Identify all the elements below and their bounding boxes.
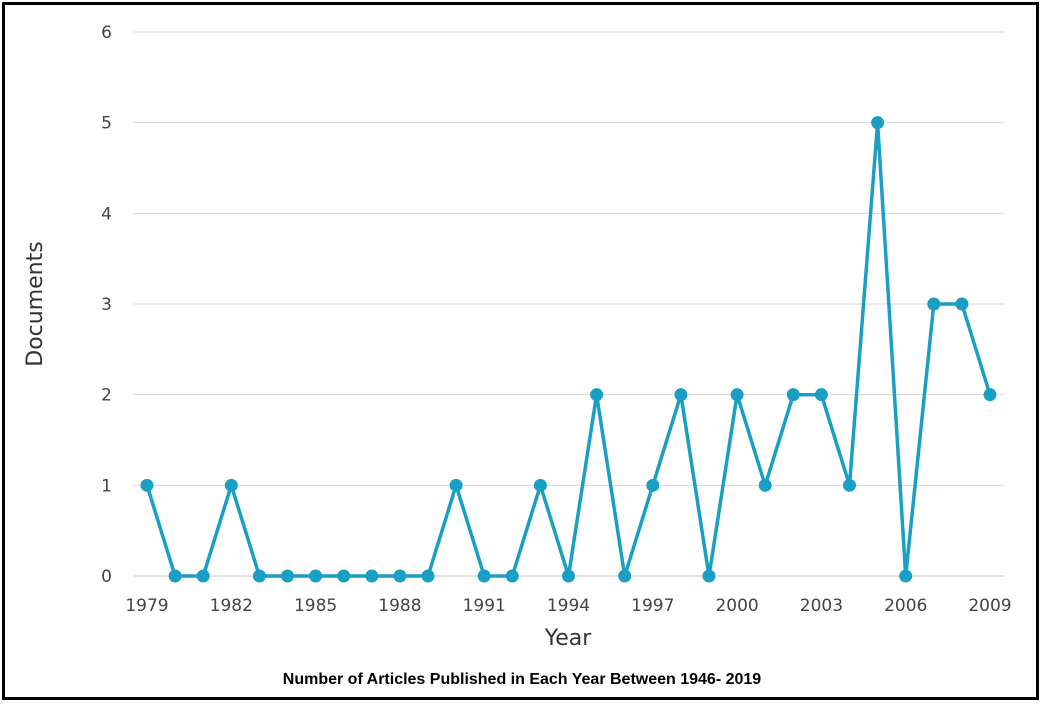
x-tick-label: 2003 [800, 596, 843, 616]
y-tick-label: 2 [101, 386, 112, 406]
y-axis-title: Documents [23, 241, 48, 366]
y-tick-label: 0 [101, 567, 112, 587]
x-tick-label: 1985 [294, 596, 337, 616]
data-point [449, 478, 463, 492]
chart-title: Number of Articles Published in Each Yea… [283, 671, 762, 688]
data-point [590, 388, 604, 402]
x-tick-label: 1997 [631, 596, 674, 616]
data-point [646, 478, 660, 492]
data-point [224, 478, 238, 492]
x-tick-label: 1979 [125, 596, 168, 616]
y-tick-labels: 0 1 2 3 4 5 6 [101, 23, 112, 587]
data-point [421, 569, 435, 583]
data-point [533, 478, 547, 492]
x-axis-title: Year [544, 626, 593, 651]
data-point [786, 388, 800, 402]
data-point [702, 569, 716, 583]
series-line [145, 120, 992, 578]
x-tick-label: 2009 [968, 596, 1011, 616]
data-point [196, 569, 210, 583]
data-point [365, 569, 379, 583]
x-tick-labels: 1979 1982 1985 1988 1991 1994 1997 2000 2003 2006… [125, 596, 1011, 616]
data-point [674, 388, 688, 402]
data-point [168, 569, 182, 583]
data-point [562, 569, 575, 583]
x-tick-label: 2006 [884, 596, 927, 616]
data-point [814, 388, 828, 402]
data-point [955, 297, 969, 311]
data-point [477, 569, 491, 583]
gridlines [133, 31, 1004, 577]
y-tick-label: 5 [101, 114, 112, 134]
x-tick-label: 2000 [715, 596, 758, 616]
data-point [140, 478, 154, 492]
data-point [281, 569, 294, 583]
y-tick-label: 4 [101, 204, 112, 224]
x-tick-label: 1994 [547, 596, 590, 616]
data-point [337, 569, 351, 583]
data-point [618, 569, 632, 583]
data-point [843, 478, 856, 492]
data-point [730, 388, 744, 402]
x-tick-label: 1991 [463, 596, 506, 616]
data-point [252, 569, 266, 583]
data-point [927, 297, 941, 311]
y-tick-label: 1 [101, 476, 112, 496]
data-point [309, 569, 323, 583]
y-tick-label: 3 [101, 295, 112, 315]
y-tick-label: 6 [101, 23, 112, 43]
data-point [758, 478, 772, 492]
x-tick-label: 1982 [210, 596, 253, 616]
data-point [871, 116, 885, 130]
data-points [140, 116, 997, 583]
data-point [505, 569, 519, 583]
data-point [393, 569, 407, 583]
x-tick-label: 1988 [378, 596, 421, 616]
data-point [983, 388, 997, 402]
data-point [899, 569, 913, 583]
